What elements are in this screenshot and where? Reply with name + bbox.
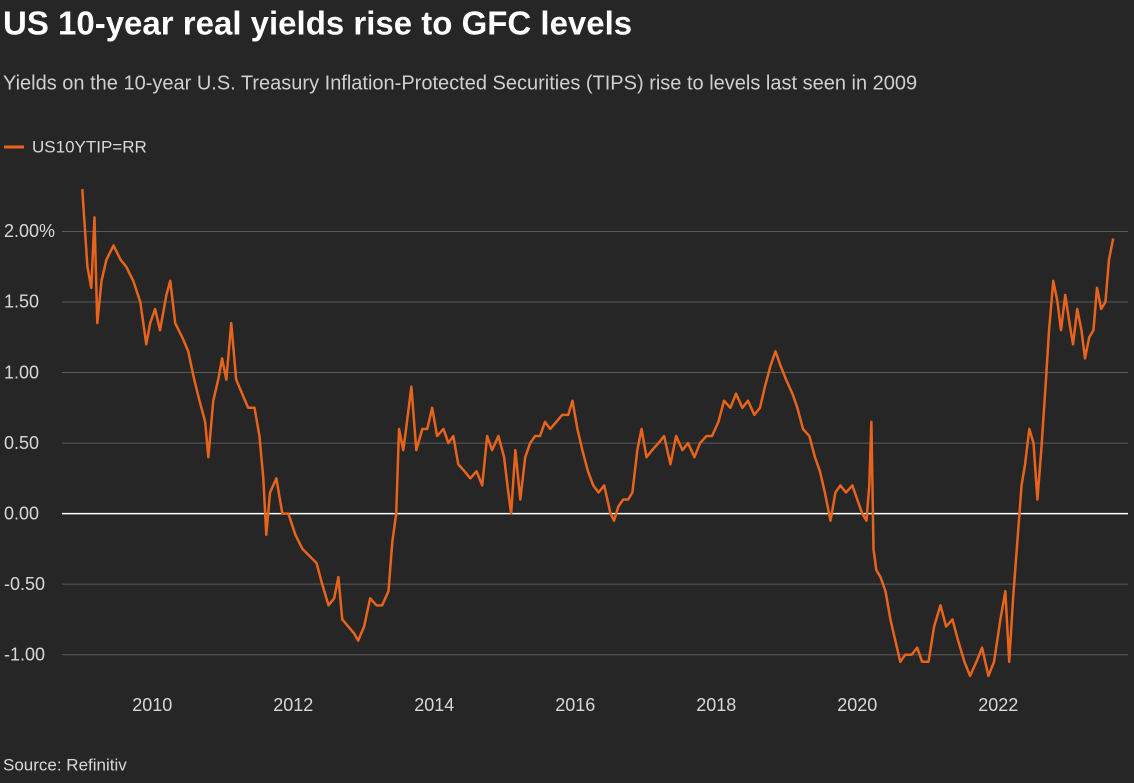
x-tick-label: 2014 xyxy=(414,695,454,715)
chart-title: US 10-year real yields rise to GFC level… xyxy=(3,5,632,42)
x-tick-label: 2016 xyxy=(555,695,595,715)
x-tick-label: 2010 xyxy=(132,695,172,715)
source: Source: Refinitiv xyxy=(3,755,127,774)
chart-subtitle: Yields on the 10-year U.S. Treasury Infl… xyxy=(3,72,917,94)
x-tick-label: 2018 xyxy=(696,695,736,715)
y-tick-label: -1.00 xyxy=(4,644,45,664)
x-tick-label: 2012 xyxy=(273,695,313,715)
y-tick-label: 1.50 xyxy=(4,292,39,312)
y-tick-label: 0.00 xyxy=(4,503,39,523)
legend-label: US10YTIP=RR xyxy=(32,137,147,156)
y-tick-label: 2.00% xyxy=(4,221,55,241)
x-tick-label: 2020 xyxy=(837,695,877,715)
y-tick-label: -0.50 xyxy=(4,574,45,594)
y-tick-label: 0.50 xyxy=(4,433,39,453)
y-tick-label: 1.00 xyxy=(4,362,39,382)
series-line xyxy=(81,189,1115,678)
x-tick-label: 2022 xyxy=(978,695,1018,715)
